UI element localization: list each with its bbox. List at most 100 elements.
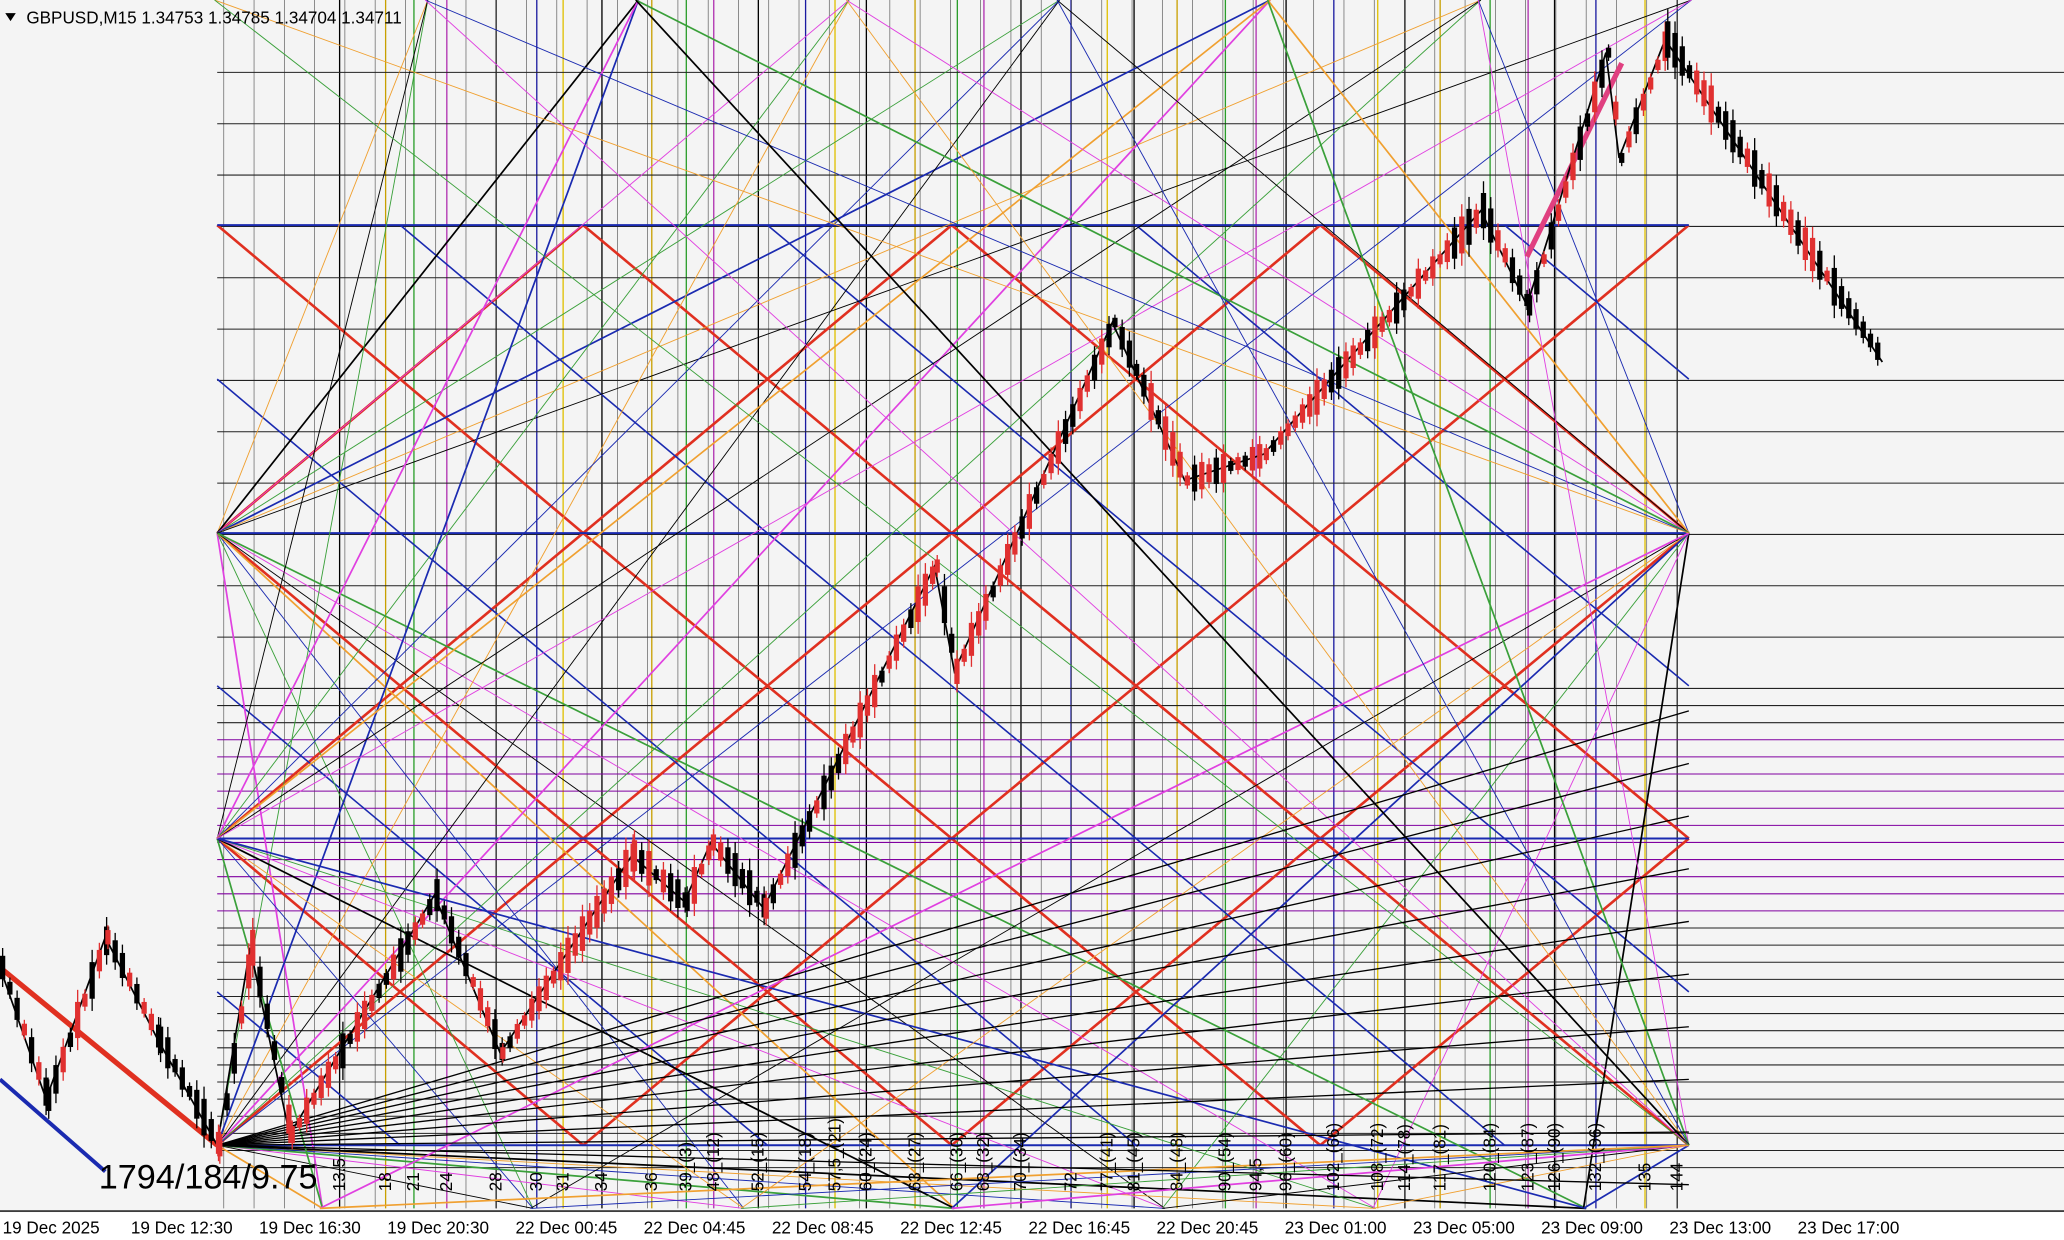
gann-line: [1319, 378, 1506, 534]
candle-body: [514, 1023, 520, 1039]
candle-body: [747, 870, 753, 906]
candle-body: [82, 993, 88, 1007]
gann-line: [1504, 837, 1690, 993]
candle-body: [1307, 394, 1313, 417]
candle-body: [886, 655, 892, 669]
gann-line: [216, 532, 745, 1209]
time-label: 19 Dec 12:30: [131, 1218, 233, 1237]
line-label: 123_(87): [1518, 1123, 1537, 1192]
candle-body: [1393, 292, 1400, 324]
candle-body: [28, 1037, 35, 1064]
candle-body: [1824, 270, 1830, 282]
candle-body: [1838, 286, 1845, 309]
gann-line: [217, 838, 1166, 1209]
candle-body: [1386, 309, 1393, 323]
gann-line: [216, 0, 1271, 534]
line-label: 28: [486, 1172, 505, 1191]
candle-body: [1077, 387, 1083, 412]
candle-body: [806, 811, 813, 832]
line-label: 96_(60): [1276, 1132, 1295, 1191]
gann-line: [1372, 1144, 1689, 1209]
candle-body: [1592, 81, 1598, 113]
candle-body: [1701, 80, 1707, 107]
candle-body: [1430, 256, 1436, 279]
candle-body: [14, 997, 20, 1020]
candle-body: [1048, 453, 1054, 474]
candle-body: [1648, 77, 1654, 90]
candle-body: [405, 931, 411, 955]
gann-line: [0, 1077, 107, 1174]
line-label: 34: [592, 1172, 611, 1192]
candle-body: [1459, 216, 1465, 254]
gann-line: [582, 532, 953, 840]
line-label: 126_(90): [1545, 1123, 1564, 1192]
gann-line: [217, 868, 1689, 1146]
candle-body: [631, 840, 638, 872]
symbol-header: GBPUSD,M15 1.34753 1.34785 1.34704 1.347…: [26, 9, 401, 28]
line-label: 39_(3): [677, 1142, 696, 1191]
candle-body: [1372, 316, 1378, 349]
candle-body: [485, 1007, 491, 1027]
gann-line: [951, 532, 1690, 1210]
candle-body: [1451, 227, 1458, 259]
gann-line: [217, 762, 1690, 1146]
candle-body: [1084, 375, 1090, 392]
line-label: 120_(84): [1480, 1123, 1499, 1192]
candle-body: [127, 972, 133, 987]
gann-line: [1056, 0, 1690, 534]
line-label: 77_(41): [1098, 1132, 1117, 1191]
gann-line: [216, 838, 744, 1209]
candle-body: [1570, 152, 1576, 181]
line-label: 57,5_(21): [825, 1118, 844, 1191]
candle-body: [954, 658, 960, 684]
gann-line: [1135, 224, 1321, 380]
candle-body: [0, 955, 6, 980]
candle-body: [706, 845, 712, 861]
gann-line: [217, 0, 1482, 534]
candle-body: [922, 573, 929, 606]
gann-line: [216, 0, 640, 1146]
candle-body: [1328, 369, 1335, 393]
line-label: 135: [1635, 1163, 1654, 1192]
gann-line: [530, 1144, 1689, 1209]
line-label: 30: [527, 1172, 546, 1191]
gann-line: [217, 1026, 1689, 1146]
candle-body: [857, 702, 863, 738]
candle-body: [754, 890, 760, 903]
gann-line: [217, 815, 1689, 1146]
candle-body: [325, 1061, 332, 1088]
gann-line: [741, 1144, 1689, 1209]
time-label: 23 Dec 05:00: [1413, 1218, 1515, 1237]
gann-line: [214, 0, 1690, 534]
candle-body: [53, 1065, 59, 1094]
time-label: 19 Dec 20:30: [387, 1218, 489, 1237]
candle-body: [1299, 404, 1306, 423]
candle-body: [1270, 440, 1277, 452]
candle-body: [208, 1119, 214, 1141]
gann-line: [0, 965, 219, 1148]
menu-arrow[interactable]: [5, 13, 16, 22]
line-label: 102_(66): [1324, 1123, 1343, 1192]
gann-line: [217, 1144, 955, 1210]
gann-line: [216, 532, 1376, 1209]
candle-body: [1466, 208, 1472, 245]
candle-body: [1694, 70, 1700, 95]
candle-body: [1802, 227, 1808, 261]
candle-body: [653, 869, 659, 881]
candle-body: [968, 622, 975, 656]
candle-body: [1488, 208, 1494, 243]
candle-body: [850, 726, 856, 743]
gann-line: [217, 710, 1690, 1146]
candle-body: [1033, 487, 1040, 504]
candle-body: [1509, 257, 1516, 284]
line-label: 52_(15): [749, 1132, 768, 1191]
candle-body: [608, 876, 615, 904]
candle-body: [536, 986, 542, 1012]
gann-line: [216, 837, 1587, 1210]
candle-body: [448, 916, 455, 944]
candle-body: [1055, 431, 1061, 464]
candle-body: [1365, 329, 1371, 352]
candle-body: [456, 936, 462, 958]
gann-line: [1056, 0, 1690, 1146]
